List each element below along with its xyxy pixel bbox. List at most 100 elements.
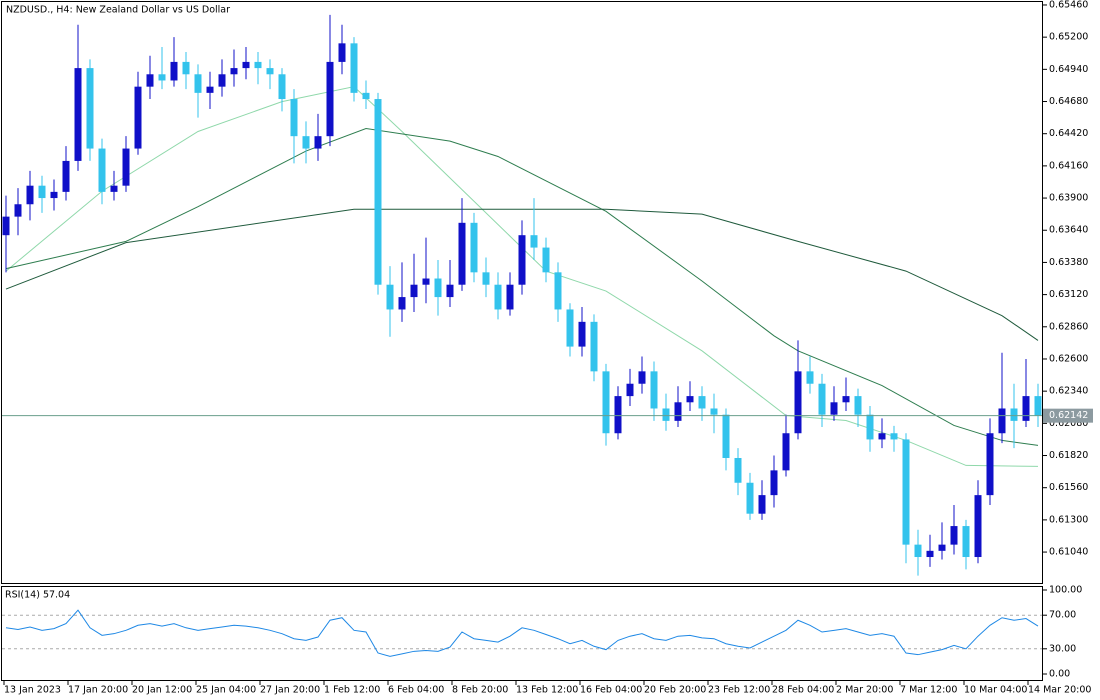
y-tick-label: 0.63900 xyxy=(1049,193,1088,204)
rsi-label-bg xyxy=(3,589,67,601)
candle-body xyxy=(554,272,562,310)
candle-body xyxy=(362,92,370,100)
y-tick-label: 0.62080 xyxy=(1049,418,1088,429)
candle-body xyxy=(146,74,154,87)
candle-body xyxy=(662,408,670,421)
rsi-line xyxy=(5,609,1039,657)
moving-average xyxy=(5,127,1039,446)
candle-body xyxy=(830,402,838,415)
candle-body xyxy=(482,272,490,285)
candle-body xyxy=(914,544,922,558)
y-tick-label: 0.65200 xyxy=(1049,32,1088,43)
rsi-y-tick-label: 0.00 xyxy=(1049,669,1070,680)
price-frame xyxy=(1,1,1043,584)
candle-body xyxy=(278,74,286,100)
rsi-y-tick-label: 70.00 xyxy=(1049,610,1076,621)
candle-body xyxy=(854,396,862,415)
candle-body xyxy=(86,68,94,149)
candle-body xyxy=(722,414,730,458)
x-tick-label: 20 Feb 20:00 xyxy=(644,685,706,696)
candle-body xyxy=(206,86,214,93)
candle-body xyxy=(650,371,658,409)
x-tick-label: 1 Feb 12:00 xyxy=(324,685,380,696)
candle-body xyxy=(686,396,694,403)
candle-body xyxy=(194,74,202,93)
rsi-label: RSI(14) 57.04 xyxy=(5,590,70,601)
y-tick-label: 0.61820 xyxy=(1049,450,1088,461)
candle-body xyxy=(902,439,910,545)
y-tick-label: 0.64160 xyxy=(1049,160,1088,171)
candle-body xyxy=(710,408,718,415)
candle-body xyxy=(302,136,310,149)
y-tick-label: 0.62600 xyxy=(1049,353,1088,364)
candle-body xyxy=(878,433,886,440)
y-tick-label: 0.65460 xyxy=(1049,0,1088,10)
candle-body xyxy=(242,61,250,69)
candle-body xyxy=(158,74,166,81)
candle-body xyxy=(674,402,682,421)
candle-body xyxy=(1010,408,1018,421)
x-tick-label: 23 Feb 12:00 xyxy=(708,685,770,696)
candle-body xyxy=(602,371,610,434)
x-tick-label: 8 Feb 20:00 xyxy=(452,685,508,696)
y-tick-label: 0.61560 xyxy=(1049,482,1088,493)
x-tick-label: 13 Jan 2023 xyxy=(4,685,61,696)
candle-body xyxy=(434,278,442,298)
candle-body xyxy=(62,160,70,192)
candle-body xyxy=(314,136,322,149)
candle-body xyxy=(122,148,130,186)
x-tick-label: 17 Jan 20:00 xyxy=(68,685,128,696)
candle-body xyxy=(614,396,622,434)
candle-body xyxy=(1034,396,1042,416)
candle-body xyxy=(26,185,34,205)
candle-body xyxy=(422,278,430,285)
candle-body xyxy=(218,74,226,87)
x-tick-label: 10 Mar 04:00 xyxy=(964,685,1027,696)
x-tick-label: 20 Jan 12:00 xyxy=(132,685,192,696)
y-tick-label: 0.62340 xyxy=(1049,386,1088,397)
x-tick-label: 14 Mar 20:00 xyxy=(1028,685,1091,696)
candle-body xyxy=(518,235,526,285)
candle-body xyxy=(746,482,754,514)
candle-body xyxy=(950,526,958,545)
y-tick-label: 0.63380 xyxy=(1049,257,1088,268)
candle-body xyxy=(698,396,706,409)
y-tick-label: 0.63120 xyxy=(1049,289,1088,300)
candle-body xyxy=(842,396,850,403)
candle-body xyxy=(110,185,118,192)
candle-body xyxy=(2,216,10,236)
candle-body xyxy=(338,43,346,62)
candle-body xyxy=(230,68,238,75)
y-tick-label: 0.63640 xyxy=(1049,225,1088,236)
candle-body xyxy=(386,284,394,310)
candle-body xyxy=(890,433,898,440)
candle-body xyxy=(998,408,1006,434)
candle-body xyxy=(758,495,766,514)
candle-body xyxy=(566,309,574,347)
candle-body xyxy=(866,414,874,440)
candle-body xyxy=(542,247,550,273)
candle-body xyxy=(98,148,106,192)
candle-body xyxy=(74,68,82,161)
rsi-frame xyxy=(1,586,1043,681)
candle-body xyxy=(254,61,262,69)
candle-body xyxy=(14,204,22,217)
moving-average xyxy=(5,208,1039,341)
candle-body xyxy=(266,68,274,75)
x-tick-label: 7 Mar 12:00 xyxy=(900,685,957,696)
candle-body xyxy=(530,235,538,248)
y-tick-label: 0.62860 xyxy=(1049,321,1088,332)
candle-body xyxy=(470,222,478,273)
x-tick-label: 13 Feb 12:00 xyxy=(516,685,578,696)
candle-body xyxy=(182,61,190,75)
candle-body xyxy=(818,383,826,415)
candle-body xyxy=(494,284,502,310)
candle-body xyxy=(290,99,298,137)
candle-body xyxy=(134,86,142,149)
candle-body xyxy=(374,99,382,285)
y-tick-label: 0.61040 xyxy=(1049,547,1088,558)
candle-body xyxy=(938,544,946,551)
candle-body xyxy=(638,371,646,384)
